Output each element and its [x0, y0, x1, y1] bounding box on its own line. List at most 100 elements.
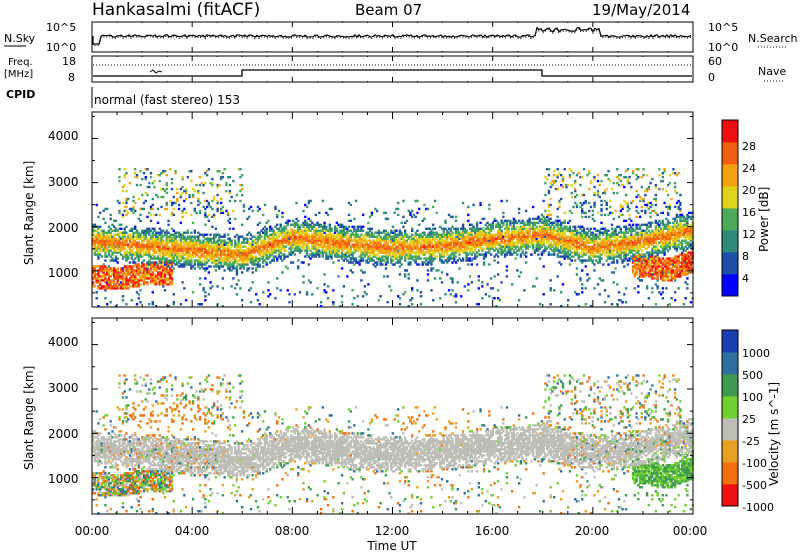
power-cell	[329, 224, 331, 226]
power-cell	[497, 255, 499, 257]
power-cell	[269, 293, 271, 295]
power-cell	[394, 212, 396, 214]
power-cell	[252, 271, 254, 273]
power-cell	[397, 214, 399, 216]
power-cell	[457, 228, 459, 230]
power-cell	[230, 240, 232, 242]
power-cell	[285, 249, 287, 251]
freq-trace	[93, 70, 692, 76]
power-cell	[490, 277, 492, 279]
power-cell	[399, 273, 401, 275]
power-cell	[211, 226, 213, 228]
power-cell	[124, 184, 126, 186]
power-cell	[493, 259, 495, 261]
power-cell	[592, 214, 594, 216]
power-cell	[259, 303, 261, 305]
power-cell	[439, 297, 441, 299]
power-cell	[276, 224, 278, 226]
power-cell	[327, 285, 329, 287]
power-cell	[571, 212, 573, 214]
power-cell	[118, 202, 120, 204]
power-cell	[518, 299, 520, 301]
power-cell	[411, 228, 413, 230]
power-cell	[544, 182, 546, 184]
power-cell	[437, 269, 439, 271]
power-cell	[451, 232, 453, 234]
power-cell	[267, 281, 269, 283]
power-cell	[276, 214, 278, 216]
power-cell	[208, 202, 210, 204]
power-cell	[208, 168, 210, 170]
power-cell	[145, 176, 147, 178]
power-cell	[472, 204, 474, 206]
power-cell	[259, 222, 261, 224]
power-cell	[593, 192, 595, 194]
power-cell	[553, 170, 555, 172]
power-cell	[543, 293, 545, 295]
power-cell	[236, 293, 238, 295]
power-cell	[94, 285, 96, 287]
power-cell	[222, 176, 224, 178]
power-cell	[404, 273, 406, 275]
power-cell	[585, 216, 587, 218]
power-cell	[593, 186, 595, 188]
power-cell	[171, 188, 173, 190]
power-cell	[99, 212, 101, 214]
power-cell	[518, 275, 520, 277]
power-cell	[483, 247, 485, 249]
power-cell	[288, 293, 290, 295]
power-cell	[404, 291, 406, 293]
power-cell	[593, 263, 595, 265]
power-cell	[462, 224, 464, 226]
power-cell	[308, 263, 310, 265]
power-cell	[362, 214, 364, 216]
power-cell	[564, 168, 566, 170]
power-cell	[386, 301, 388, 303]
power-cell	[416, 279, 418, 281]
power-cell	[351, 271, 353, 273]
power-cell	[180, 222, 182, 224]
power-cell	[252, 267, 254, 269]
power-cell	[148, 182, 150, 184]
power-cell	[464, 285, 466, 287]
power-cell	[223, 234, 225, 236]
power-cell	[471, 263, 473, 265]
power-cell	[406, 220, 408, 222]
power-cell	[557, 188, 559, 190]
power-cell	[309, 281, 311, 283]
power-panel: 4000 3000 2000 1000 Slant Range [km]	[22, 112, 694, 307]
power-cell	[579, 184, 581, 186]
power-cell	[462, 202, 464, 204]
power-cell	[262, 291, 264, 293]
power-cell	[402, 200, 404, 202]
power-cell	[399, 303, 401, 305]
power-cell	[96, 291, 98, 293]
power-cell	[190, 170, 192, 172]
power-cell	[506, 200, 508, 202]
date-title: 19/May/2014	[592, 1, 690, 19]
power-cell	[202, 192, 204, 194]
power-cell	[134, 226, 136, 228]
power-cell	[171, 277, 173, 279]
power-cell	[585, 200, 587, 202]
power-cell	[166, 174, 168, 176]
power-cell	[343, 285, 345, 287]
power-cell	[557, 216, 559, 218]
power-cell	[252, 281, 254, 283]
power-cell	[223, 269, 225, 271]
freq-label-1: Freq.	[8, 57, 33, 68]
power-cell	[467, 206, 469, 208]
power-cell	[173, 196, 175, 198]
power-cell	[401, 263, 403, 265]
power-cell	[588, 170, 590, 172]
power-cell	[497, 273, 499, 275]
power-cell	[185, 198, 187, 200]
power-cell	[478, 303, 480, 305]
power-cell	[446, 273, 448, 275]
power-cell	[537, 253, 539, 255]
power-cell	[276, 277, 278, 279]
power-cell	[160, 206, 162, 208]
power-cell	[171, 178, 173, 180]
power-cell	[455, 216, 457, 218]
power-cell	[451, 277, 453, 279]
